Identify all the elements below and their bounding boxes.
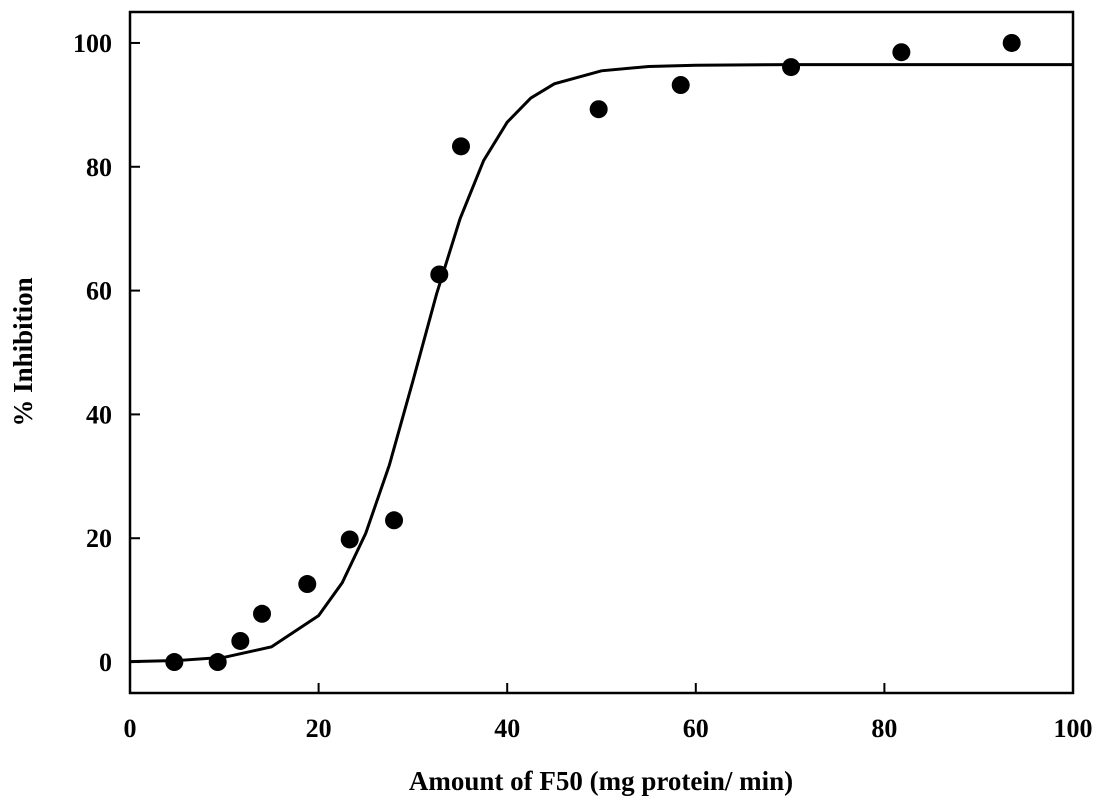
data-point (208, 653, 227, 672)
plot-frame (128, 10, 1075, 695)
y-tick-label: 40 (86, 400, 112, 429)
data-point (253, 604, 272, 623)
y-tick-label: 80 (86, 153, 112, 182)
data-point (385, 511, 404, 530)
x-tick-label: 60 (683, 714, 709, 743)
data-point (1002, 33, 1021, 52)
fit-curve (129, 63, 1073, 664)
data-point (231, 631, 250, 650)
data-point (451, 137, 470, 156)
y-tick-label: 20 (86, 524, 112, 553)
x-axis-label: Amount of F50 (mg protein/ min) (409, 766, 793, 796)
y-tick-label: 60 (86, 277, 112, 306)
y-tick-label: 100 (73, 29, 112, 58)
y-axis-label: % Inhibition (8, 277, 38, 426)
data-point (782, 58, 801, 77)
data-point (892, 43, 911, 62)
x-tick-label: 100 (1054, 714, 1093, 743)
y-tick-label: 0 (99, 648, 112, 677)
data-point (671, 76, 690, 95)
x-tick-label: 80 (871, 714, 897, 743)
data-point (340, 530, 359, 549)
x-tick-label: 20 (306, 714, 332, 743)
x-tick-label: 40 (494, 714, 520, 743)
data-point (589, 100, 608, 119)
x-tick-label: 0 (124, 714, 137, 743)
data-point (298, 575, 317, 594)
